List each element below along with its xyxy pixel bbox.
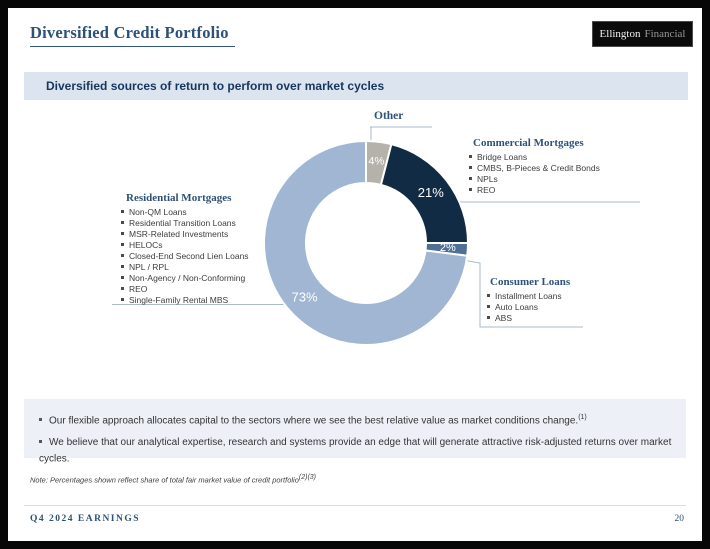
list-item: HELOCs: [121, 240, 301, 251]
slice-value-label: 2%: [440, 242, 456, 254]
logo-text-light: Financial: [644, 28, 686, 40]
footnote-ref: (1): [578, 414, 587, 421]
slice-value-label: 4%: [368, 156, 384, 168]
list-item: Non-Agency / Non-Conforming: [121, 273, 301, 284]
list-item: NPL / RPL: [121, 262, 301, 273]
donut-slice-residential-mortgages: [263, 139, 469, 346]
list-item: Bridge Loans: [469, 152, 659, 163]
page-number: 20: [674, 514, 685, 524]
takeaway-bullet: Our flexible approach allocates capital …: [39, 411, 686, 427]
section-header-bar: Diversified sources of return to perform…: [24, 72, 688, 100]
consumer-item-list: Installment Loans Auto Loans ABS: [487, 291, 637, 324]
list-item: Installment Loans: [487, 291, 637, 302]
list-item: Closed-End Second Lien Loans: [121, 251, 301, 262]
residential-item-list: Non-QM Loans Residential Transition Loans…: [121, 207, 301, 306]
donut-slices: [263, 139, 470, 346]
takeaway-box: Our flexible approach allocates capital …: [24, 399, 686, 465]
commercial-item-list: Bridge Loans CMBS, B-Pieces & Credit Bond…: [469, 152, 659, 196]
footer-title: Q4 2024 EARNINGS: [30, 514, 141, 524]
leader-consumer: [456, 258, 583, 328]
list-item: Single-Family Rental MBS: [121, 295, 301, 306]
footnote: Note: Percentages shown reflect share of…: [30, 474, 316, 485]
category-title-residential: Residential Mortgages: [126, 192, 232, 204]
logo-text-bold: Ellington: [599, 28, 641, 40]
category-block-commercial: Commercial Mortgages Bridge Loans CMBS, B…: [469, 137, 659, 196]
leader-other: [370, 126, 432, 141]
list-item: NPLs: [469, 174, 659, 185]
category-label-other: Other: [374, 110, 404, 122]
list-item: Non-QM Loans: [121, 207, 301, 218]
list-item: Auto Loans: [487, 302, 637, 313]
footnote-text: Note: Percentages shown reflect share of…: [30, 475, 299, 485]
list-item: REO: [121, 284, 301, 295]
category-block-residential: Residential Mortgages Non-QM Loans Reside…: [121, 192, 301, 306]
list-item: MSR-Related Investments: [121, 229, 301, 240]
company-logo: Ellington Financial: [592, 21, 693, 47]
list-item: Residential Transition Loans: [121, 218, 301, 229]
takeaway-text: Our flexible approach allocates capital …: [49, 415, 579, 427]
section-header-text: Diversified sources of return to perform…: [46, 79, 385, 93]
category-block-consumer: Consumer Loans Installment Loans Auto Loa…: [487, 276, 637, 324]
page-title: Diversified Credit Portfolio: [30, 23, 235, 47]
takeaway-text: We believe that our analytical expertise…: [39, 437, 672, 465]
slice-value-label: 21%: [418, 185, 444, 200]
donut-chart: 4%21%2%73%: [112, 126, 640, 346]
list-item: CMBS, B-Pieces & Credit Bonds: [469, 163, 659, 174]
list-item: ABS: [487, 313, 637, 324]
takeaway-bullet: We believe that our analytical expertise…: [39, 436, 686, 465]
footer-divider: [24, 505, 686, 506]
category-title-consumer: Consumer Loans: [490, 276, 571, 288]
takeaway-list: Our flexible approach allocates capital …: [24, 399, 686, 466]
category-title-commercial: Commercial Mortgages: [473, 137, 584, 149]
slide: Diversified Credit Portfolio Ellington F…: [8, 8, 702, 541]
list-item: REO: [469, 185, 659, 196]
footnote-ref: (2)(3): [298, 474, 317, 481]
